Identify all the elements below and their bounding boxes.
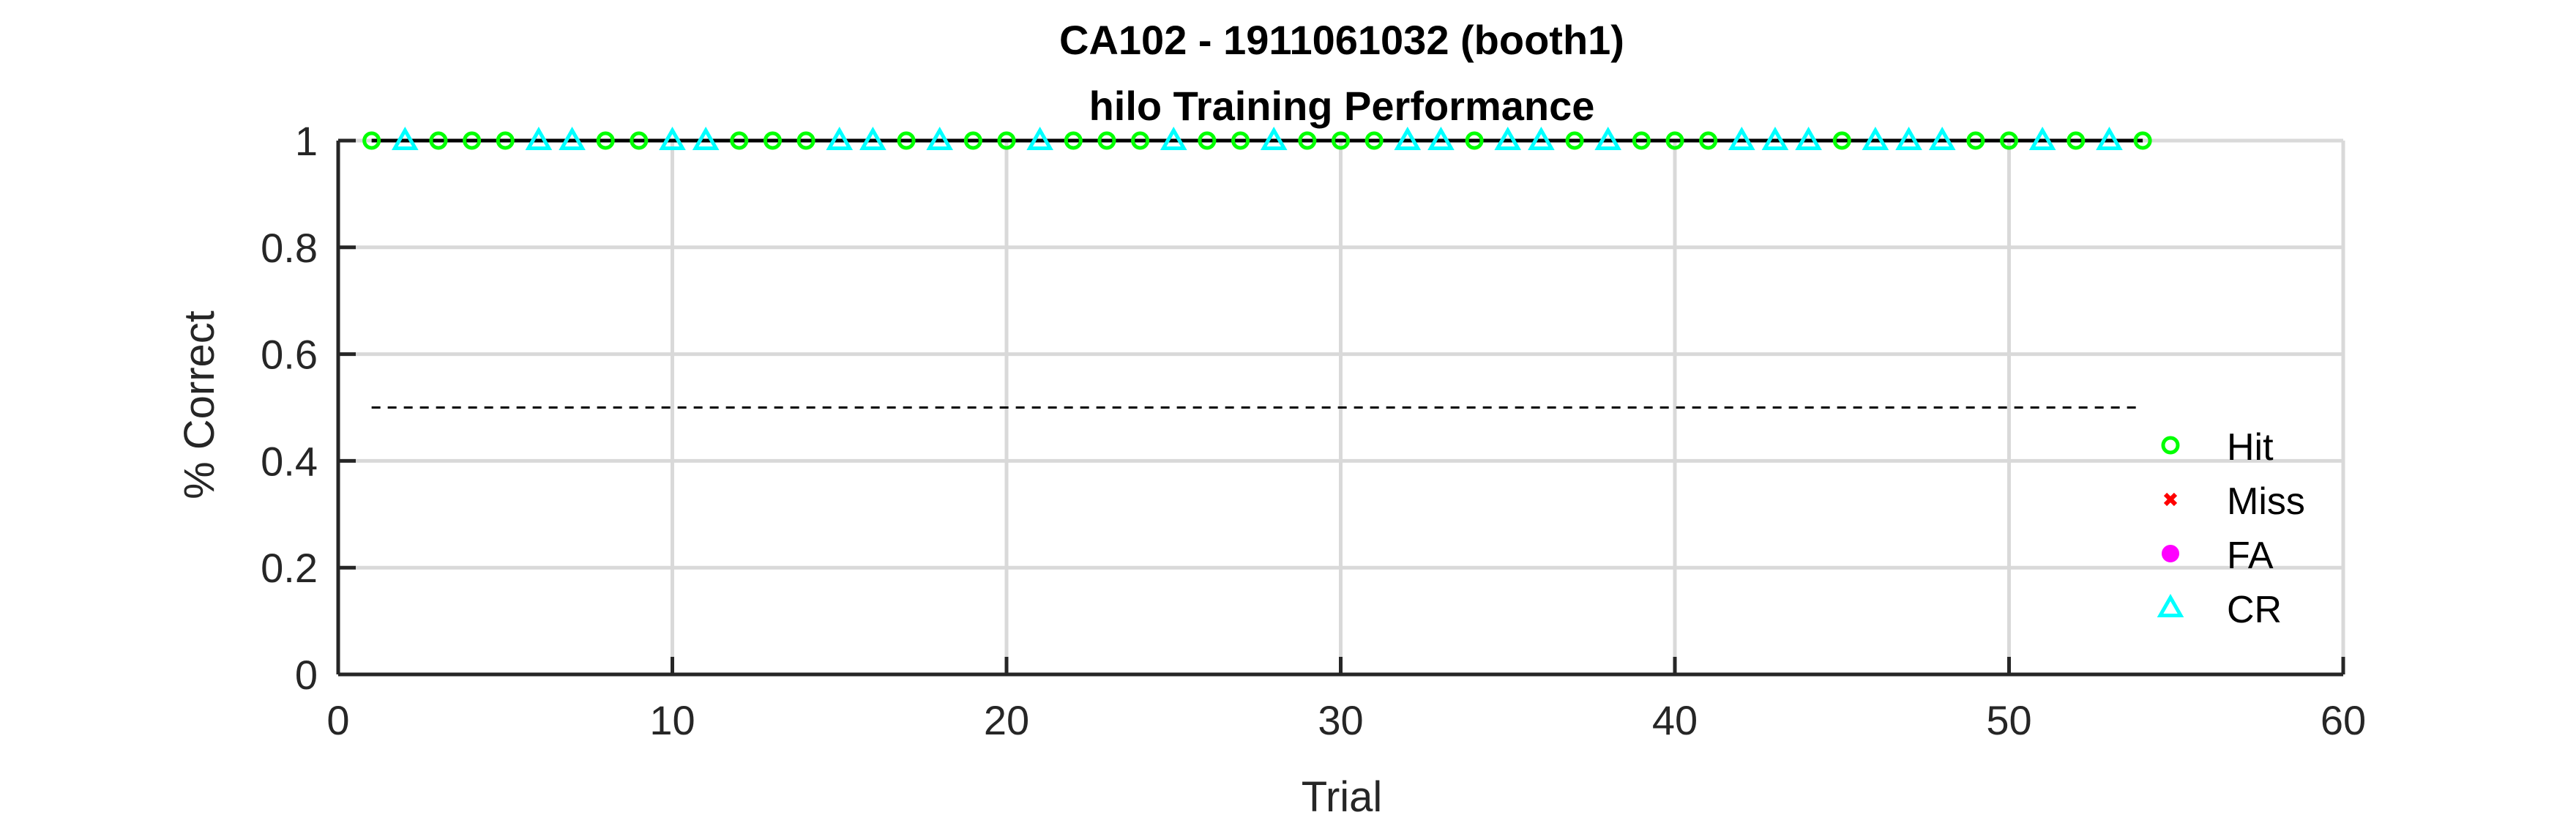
y-axis-label: % Correct (176, 310, 223, 499)
chart-title: CA102 - 1911061032 (booth1) (1059, 17, 1624, 63)
marker-hit (1097, 131, 1116, 150)
x-tick-label: 0 (326, 697, 349, 743)
marker-cr (1862, 126, 1889, 150)
marker-hit (1832, 131, 1851, 150)
y-tick-label: 0.2 (261, 545, 318, 591)
marker-cr (1160, 126, 1187, 150)
marker-cr (1494, 126, 1522, 150)
marker-cr (2096, 126, 2123, 150)
marker-hit (1332, 131, 1350, 150)
marker-cr (1761, 126, 1789, 150)
marker-hit (463, 131, 482, 150)
marker-hit (963, 131, 982, 150)
marker-hit (730, 131, 749, 150)
legend: Hit Miss FA CR (2157, 426, 2305, 631)
marker-hit (1966, 131, 1985, 150)
marker-hit (1364, 131, 1384, 150)
marker-cr (859, 126, 886, 150)
marker-hit (2000, 131, 2018, 150)
marker-hit (596, 131, 615, 150)
legend-item-hit: Hit (2161, 426, 2274, 469)
legend-item-fa: FA (2162, 535, 2274, 577)
legend-marker-hit (2161, 436, 2180, 455)
marker-hit (897, 131, 916, 150)
chart-subtitle: hilo Training Performance (1089, 83, 1595, 129)
x-tick-label: 10 (649, 697, 695, 743)
x-tick-label: 50 (1986, 697, 2031, 743)
y-tick-label: 0.8 (261, 225, 318, 271)
marker-cr (926, 126, 954, 150)
data-markers (362, 126, 2152, 150)
marker-cr (1594, 126, 1622, 150)
marker-cr (1728, 126, 1755, 150)
marker-hit (796, 131, 815, 150)
marker-cr (1026, 126, 1053, 150)
legend-item-cr: CR (2157, 589, 2282, 631)
marker-cr (2028, 126, 2056, 150)
marker-hit (997, 131, 1016, 150)
marker-cr (659, 126, 686, 150)
x-axis-label: Trial (1302, 773, 1383, 821)
legend-marker-fa (2162, 545, 2179, 562)
y-tick-label: 0.6 (261, 332, 318, 378)
legend-item-miss: Miss (2163, 480, 2305, 523)
marker-cr (1795, 126, 1822, 150)
y-tick-label: 1 (295, 118, 318, 164)
y-tick-label: 0 (295, 652, 318, 698)
marker-hit (496, 131, 515, 150)
marker-hit (1231, 131, 1250, 150)
x-tick-label: 30 (1318, 697, 1363, 743)
marker-hit (1131, 131, 1150, 150)
marker-cr (826, 126, 854, 150)
legend-label-miss: Miss (2227, 480, 2305, 523)
marker-hit (2067, 131, 2086, 150)
marker-hit (1699, 131, 1718, 150)
y-tick-labels: 0 0.2 0.4 0.6 0.8 1 (261, 118, 318, 698)
marker-hit (429, 131, 448, 150)
marker-hit (630, 131, 649, 150)
x-tick-label: 40 (1652, 697, 1698, 743)
marker-hit (1465, 131, 1484, 150)
marker-hit (1565, 131, 1584, 150)
legend-label-hit: Hit (2227, 426, 2274, 469)
marker-hit (362, 131, 381, 150)
legend-label-cr: CR (2227, 589, 2282, 631)
marker-hit (1064, 131, 1083, 150)
marker-cr (1260, 126, 1288, 150)
marker-hit (1665, 131, 1684, 150)
marker-cr (391, 126, 419, 150)
marker-cr (559, 126, 586, 150)
marker-cr (1394, 126, 1422, 150)
legend-marker-miss (2163, 492, 2178, 507)
x-tick-labels: 0 10 20 30 40 50 60 (326, 697, 2366, 743)
x-tick-label: 20 (984, 697, 1029, 743)
marker-cr (1928, 126, 1956, 150)
marker-hit (1198, 131, 1217, 150)
y-tick-label: 0.4 (261, 438, 318, 484)
marker-cr (1528, 126, 1555, 150)
x-tick-label: 60 (2321, 697, 2366, 743)
axes (336, 138, 2345, 677)
legend-label-fa: FA (2227, 535, 2274, 577)
marker-hit (1632, 131, 1651, 150)
marker-hit (763, 131, 782, 150)
marker-cr (525, 126, 553, 150)
marker-cr (1895, 126, 1922, 150)
marker-hit (2133, 131, 2152, 150)
legend-marker-cr (2157, 593, 2184, 617)
marker-cr (692, 126, 720, 150)
marker-hit (1298, 131, 1317, 150)
marker-cr (1427, 126, 1455, 150)
